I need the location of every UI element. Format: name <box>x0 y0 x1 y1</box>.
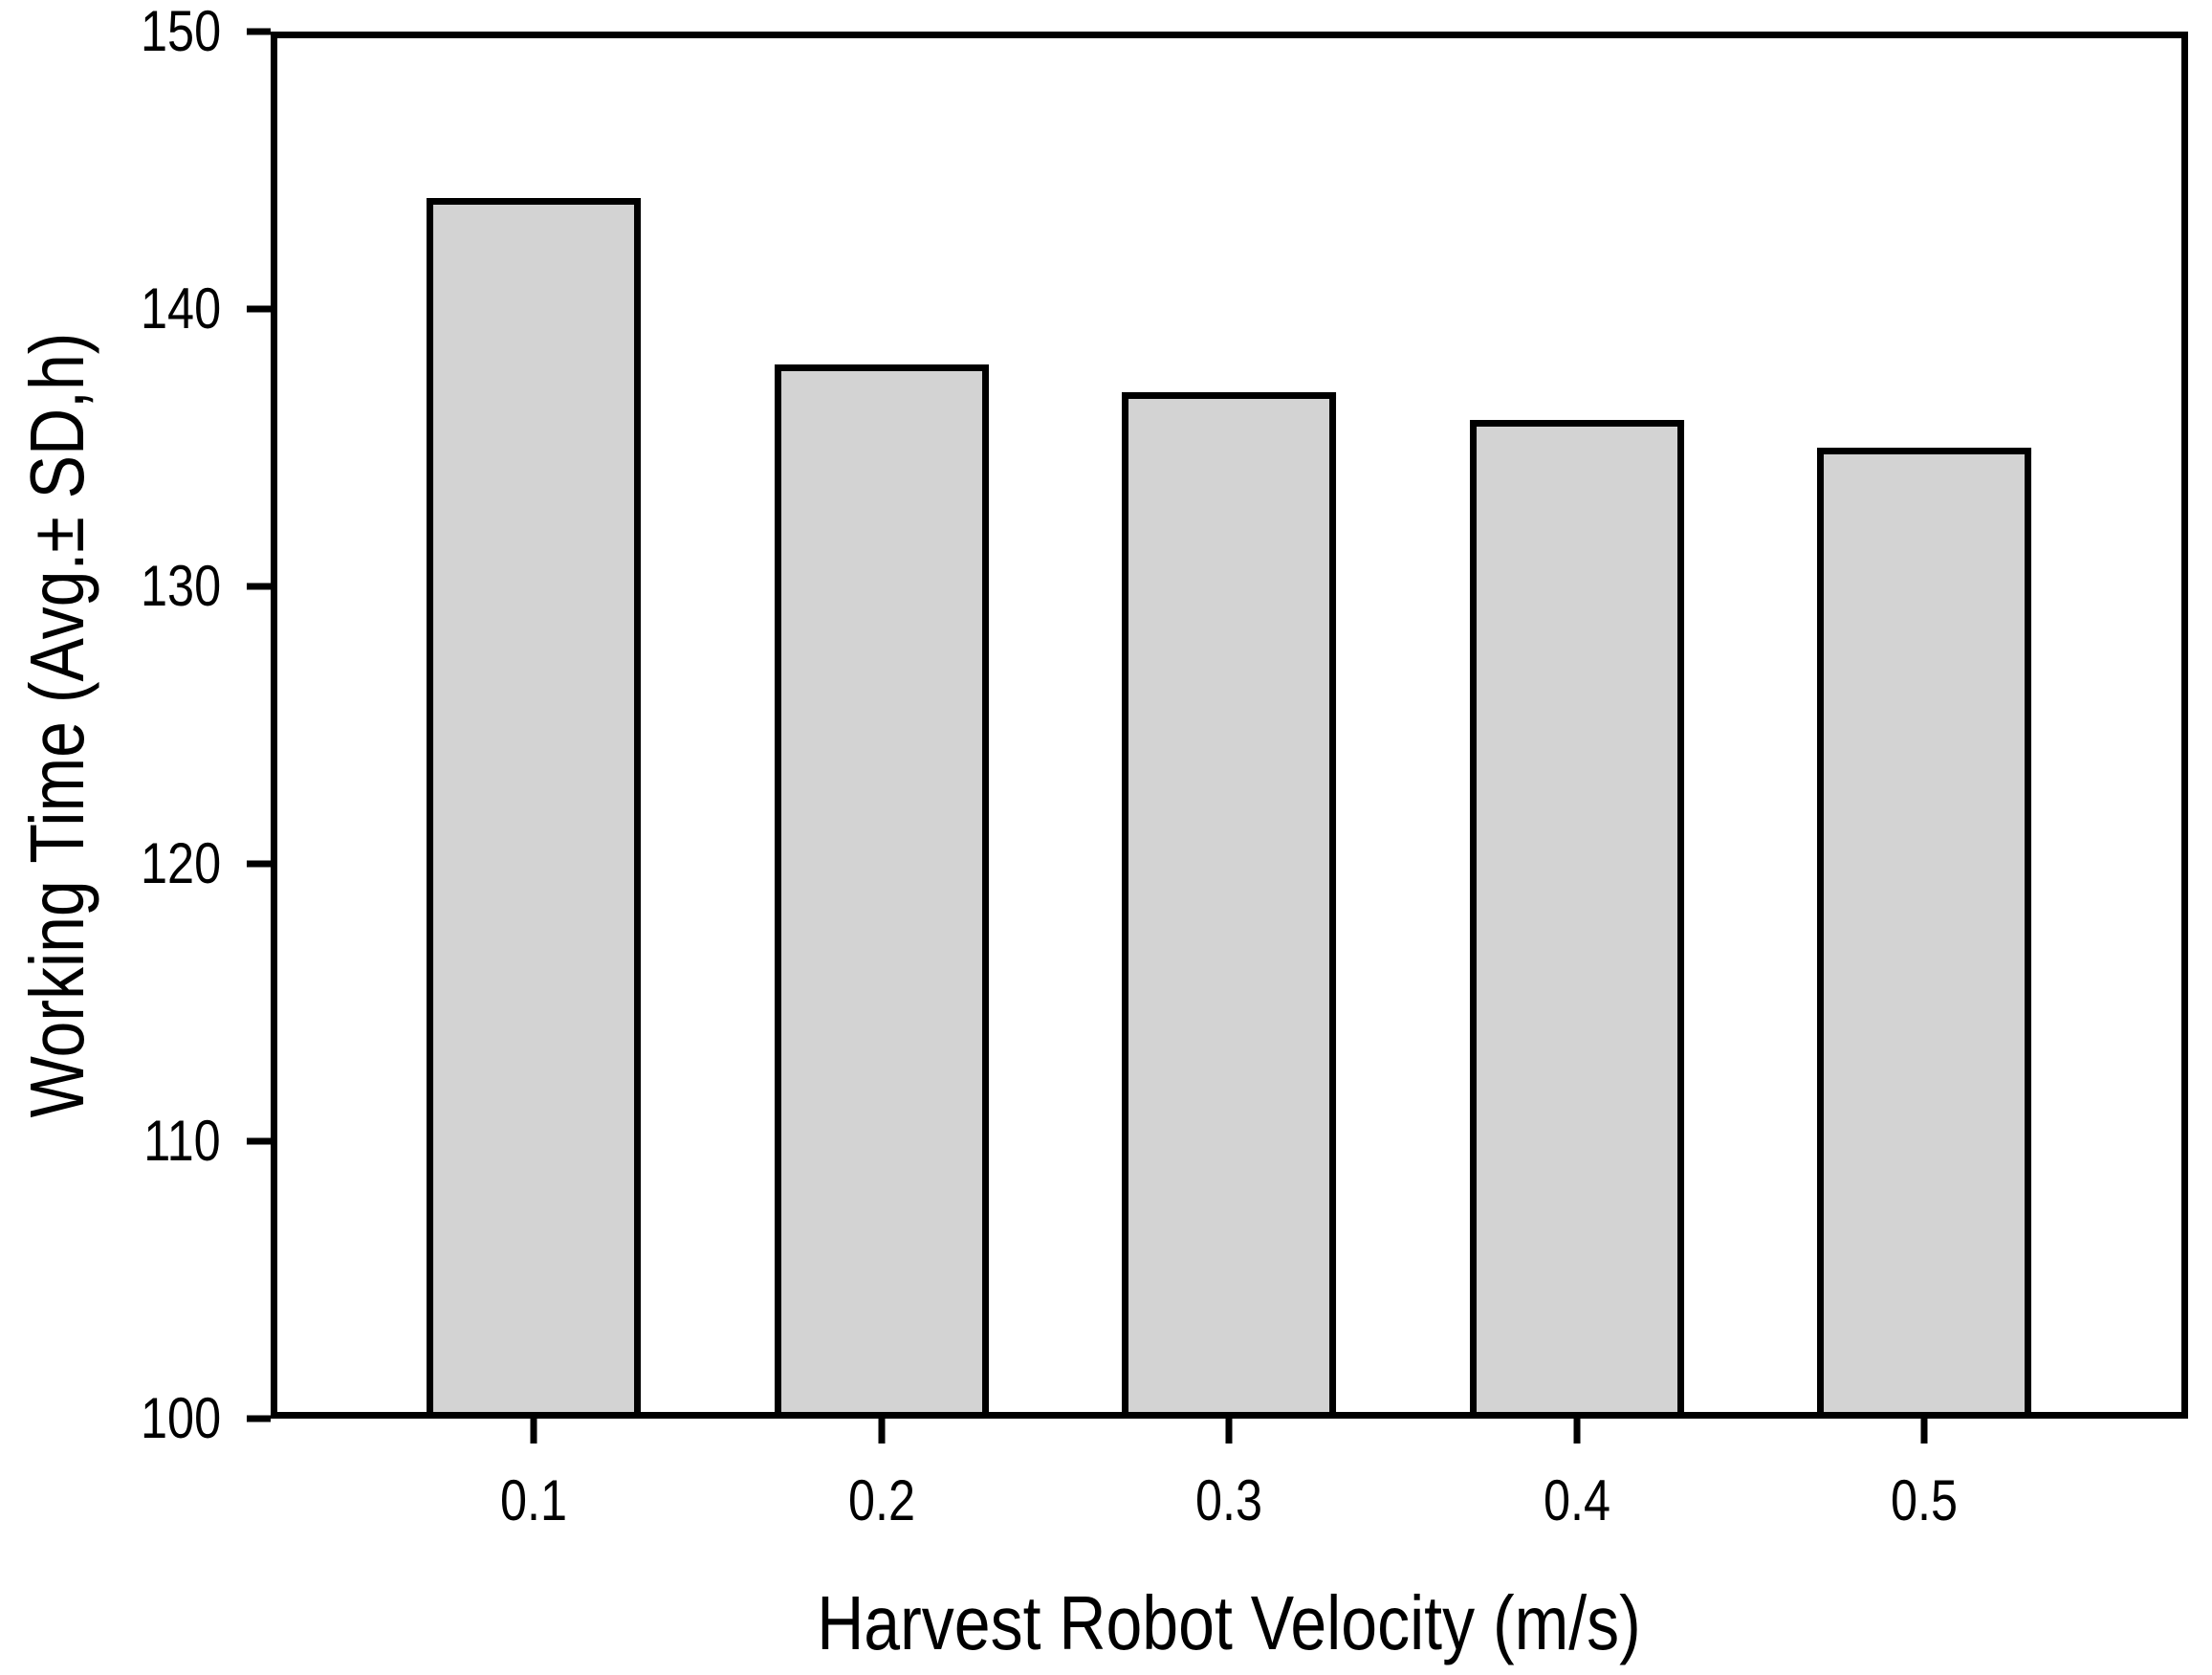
y-axis-tick <box>247 583 271 590</box>
y-tick-label: 120 <box>140 831 221 895</box>
bar-0.3 <box>1122 392 1337 1419</box>
bar-0.4 <box>1469 420 1684 1419</box>
bar-0.1 <box>427 198 642 1419</box>
bar-0.5 <box>1817 448 2032 1419</box>
x-axis-tick <box>530 1419 537 1444</box>
x-tick-label: 0.2 <box>847 1468 915 1532</box>
y-tick-label: 150 <box>140 0 221 63</box>
y-axis-tick <box>247 28 271 35</box>
bar-0.2 <box>774 364 989 1419</box>
y-tick-label: 110 <box>143 1109 221 1173</box>
x-axis-tick <box>1225 1419 1233 1444</box>
x-axis-tick <box>1920 1419 1928 1444</box>
x-tick-label: 0.4 <box>1543 1468 1610 1532</box>
y-tick-label: 140 <box>140 276 221 341</box>
plot-area: 0.1 0.2 0.3 0.4 0.5 100 110 120 130 140 150 <box>141 3 2188 1530</box>
y-axis-tick <box>247 860 271 868</box>
y-tick-label: 100 <box>140 1386 221 1450</box>
x-tick-label: 0.3 <box>1195 1468 1263 1532</box>
y-axis-title: Working Time (Avg.± SD,h) <box>14 332 99 1118</box>
x-tick-label: 0.1 <box>500 1468 568 1532</box>
x-tick-label: 0.5 <box>1891 1468 1959 1532</box>
y-axis-tick <box>247 1137 271 1145</box>
y-axis-tick <box>247 1415 271 1422</box>
y-axis-tick <box>247 305 271 313</box>
y-tick-label: 130 <box>140 554 221 618</box>
x-axis-title: Harvest Robot Velocity (m/s) <box>817 1580 1641 1665</box>
x-axis-tick <box>878 1419 886 1444</box>
x-axis-tick <box>1573 1419 1581 1444</box>
